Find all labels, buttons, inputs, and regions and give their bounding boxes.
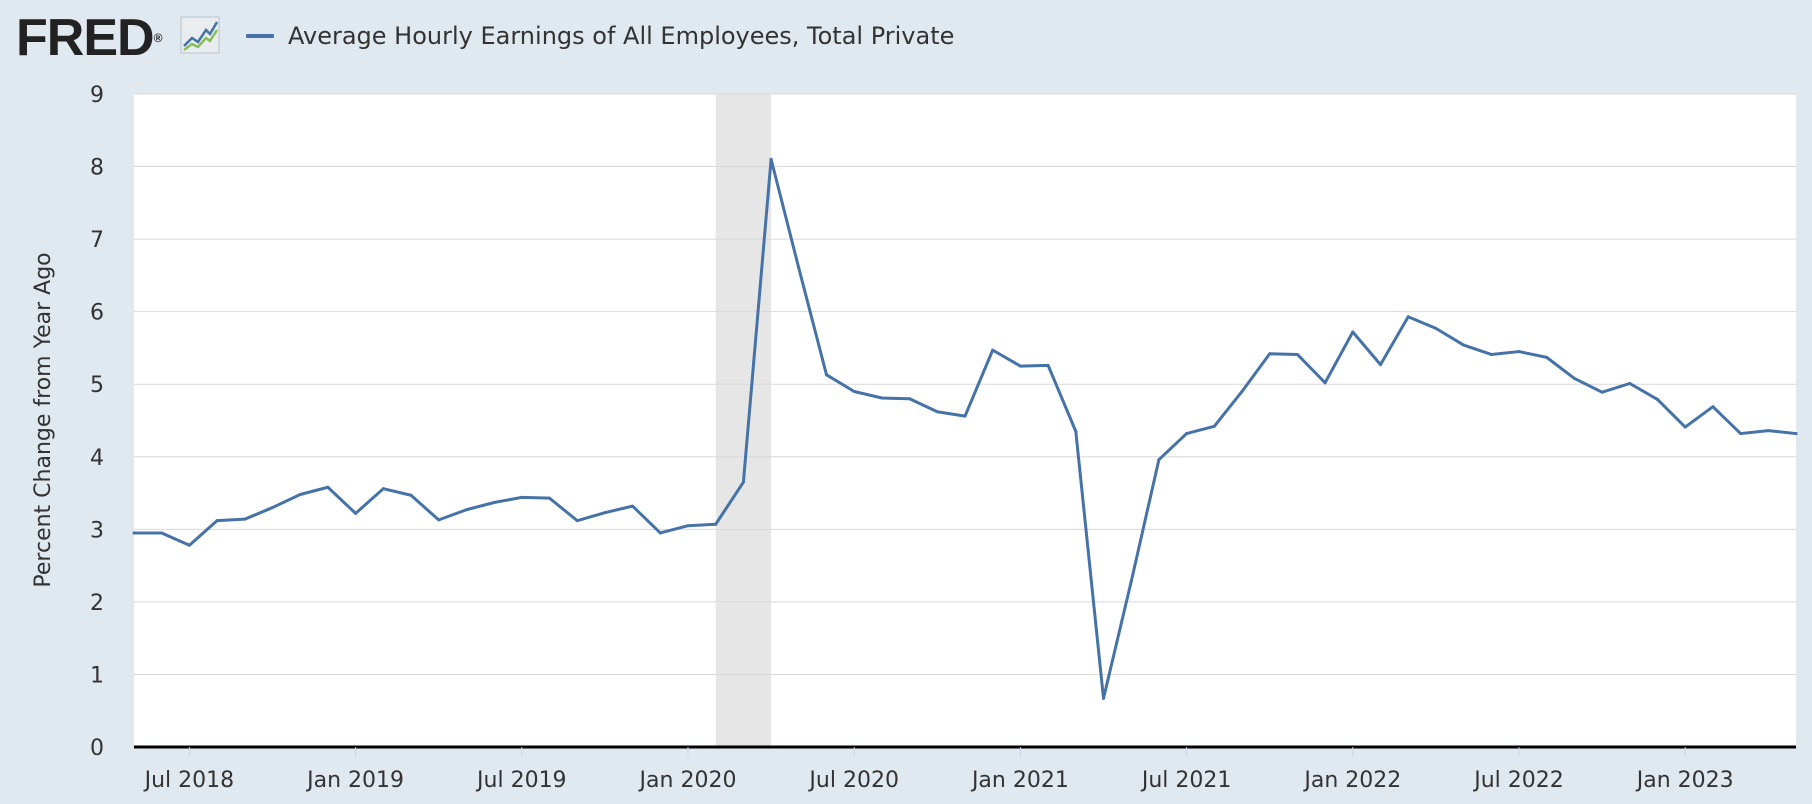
data-point bbox=[1794, 432, 1798, 436]
data-point bbox=[132, 531, 136, 535]
series-layer bbox=[132, 157, 1798, 700]
data-point bbox=[548, 496, 551, 500]
chart-legend[interactable]: Average Hourly Earnings of All Employees… bbox=[246, 22, 954, 50]
x-tick-label: Jul 2021 bbox=[1140, 768, 1232, 793]
data-point bbox=[437, 518, 441, 522]
data-point bbox=[1656, 397, 1659, 401]
y-tick-label: 8 bbox=[90, 156, 104, 181]
data-point bbox=[1018, 364, 1022, 368]
line-chart-icon bbox=[180, 16, 220, 54]
data-point bbox=[1102, 696, 1105, 700]
data-point bbox=[1185, 432, 1189, 436]
data-point bbox=[1739, 432, 1743, 436]
data-point bbox=[215, 519, 219, 523]
data-point bbox=[1129, 580, 1133, 584]
x-tick-label: Jan 2020 bbox=[638, 768, 737, 793]
data-point bbox=[464, 508, 468, 512]
x-tick-label: Jul 2022 bbox=[1472, 768, 1564, 793]
x-tick-label: Jul 2018 bbox=[143, 768, 235, 793]
data-point bbox=[1600, 390, 1604, 394]
data-point bbox=[1295, 352, 1299, 356]
data-point bbox=[1572, 376, 1576, 380]
y-tick-label: 0 bbox=[90, 736, 104, 761]
data-point bbox=[1434, 326, 1438, 330]
x-tick-label: Jul 2019 bbox=[475, 768, 567, 793]
x-tick-label: Jan 2023 bbox=[1635, 768, 1734, 793]
data-point bbox=[686, 524, 690, 528]
data-point bbox=[381, 487, 385, 491]
data-point bbox=[187, 543, 191, 547]
data-point bbox=[797, 266, 801, 270]
recession-bands bbox=[715, 94, 772, 747]
y-tick-label: 4 bbox=[90, 446, 104, 471]
data-point bbox=[991, 348, 995, 352]
x-tick-label: Jan 2019 bbox=[305, 768, 404, 793]
data-point bbox=[1711, 405, 1715, 409]
y-axis-ticks: 0 1 2 3 4 5 6 7 8 9 bbox=[90, 83, 104, 761]
data-point bbox=[1766, 429, 1770, 433]
data-point bbox=[1046, 363, 1050, 367]
data-point bbox=[243, 517, 247, 521]
data-point bbox=[963, 414, 967, 418]
data-point bbox=[852, 389, 856, 393]
data-point bbox=[908, 397, 912, 401]
data-point bbox=[1462, 343, 1466, 347]
data-point bbox=[1406, 315, 1410, 319]
data-point bbox=[658, 531, 662, 535]
data-point bbox=[1323, 381, 1327, 385]
data-point bbox=[1212, 424, 1216, 428]
data-point bbox=[298, 493, 302, 497]
data-point bbox=[1240, 389, 1244, 393]
data-point bbox=[326, 485, 330, 489]
data-point bbox=[271, 506, 274, 510]
plot-area bbox=[134, 94, 1796, 747]
data-point bbox=[1517, 350, 1521, 354]
data-point bbox=[603, 511, 607, 515]
legend-swatch bbox=[246, 34, 274, 38]
y-tick-label: 1 bbox=[90, 663, 104, 688]
gridlines bbox=[134, 93, 1796, 675]
x-axis-ticks: Jul 2018 Jan 2019 Jul 2019 Jan 2020 Jul 2020… bbox=[143, 747, 1734, 793]
y-tick-label: 5 bbox=[90, 373, 104, 398]
data-point bbox=[354, 511, 358, 515]
y-tick-label: 7 bbox=[90, 228, 104, 253]
data-point bbox=[1268, 352, 1272, 356]
fred-logo-registered-mark: ® bbox=[153, 31, 163, 45]
data-point bbox=[575, 519, 579, 523]
data-point bbox=[714, 522, 718, 526]
y-axis-label: Percent Change from Year Ago bbox=[31, 252, 56, 587]
x-tick-label: Jan 2022 bbox=[1302, 768, 1401, 793]
x-tick-label: Jul 2020 bbox=[807, 768, 899, 793]
fred-logo-text: FRED bbox=[16, 9, 155, 67]
data-point bbox=[631, 504, 635, 508]
data-point bbox=[935, 410, 939, 414]
legend-series-label: Average Hourly Earnings of All Employees… bbox=[288, 22, 955, 50]
data-point bbox=[1351, 330, 1355, 334]
data-point bbox=[880, 396, 884, 400]
data-point bbox=[1628, 381, 1632, 385]
y-tick-label: 3 bbox=[90, 518, 104, 543]
data-point bbox=[1379, 363, 1382, 367]
data-point bbox=[1157, 458, 1161, 462]
data-point bbox=[492, 500, 496, 504]
data-point bbox=[1545, 355, 1549, 359]
data-point bbox=[1074, 429, 1078, 433]
data-point bbox=[520, 495, 524, 499]
data-point bbox=[825, 373, 828, 377]
y-tick-label: 6 bbox=[90, 301, 104, 326]
data-point bbox=[409, 493, 413, 497]
data-point bbox=[1489, 352, 1493, 356]
chart-header: FRED® Average Hourly Earnings of All Emp… bbox=[0, 0, 1812, 80]
data-point bbox=[1683, 425, 1687, 429]
y-tick-label: 9 bbox=[90, 83, 104, 108]
x-tick-label: Jan 2021 bbox=[970, 768, 1069, 793]
fred-logo[interactable]: FRED® bbox=[16, 9, 163, 67]
recession-band bbox=[715, 94, 772, 747]
data-point bbox=[741, 480, 745, 484]
data-point bbox=[160, 531, 164, 535]
y-tick-label: 2 bbox=[90, 591, 104, 616]
data-point bbox=[769, 157, 773, 161]
